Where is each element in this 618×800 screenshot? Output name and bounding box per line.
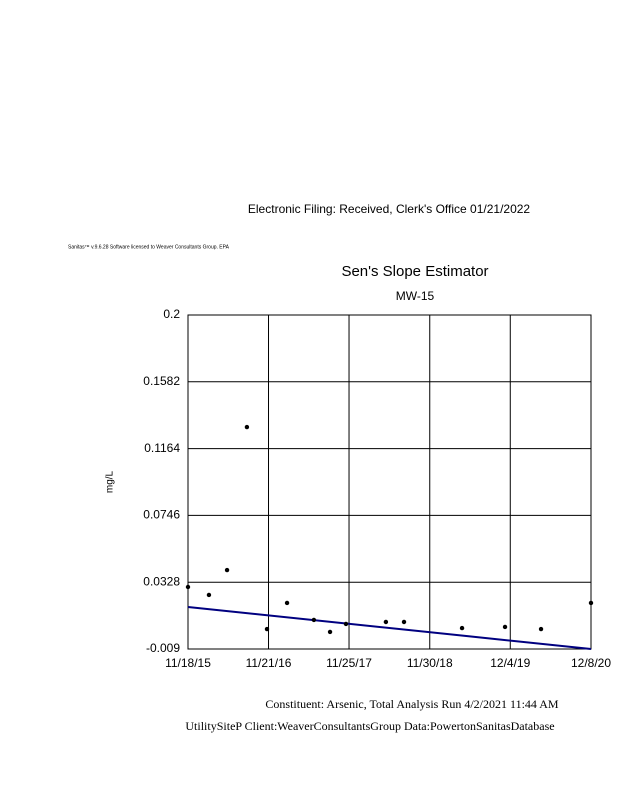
data-point <box>244 424 250 430</box>
data-point <box>588 600 594 606</box>
data-point <box>401 619 407 625</box>
y-tick-label: 0.2 <box>163 307 180 321</box>
x-tick-label: 11/18/15 <box>165 656 211 670</box>
chart-title: Sen's Slope Estimator <box>341 263 488 280</box>
data-point <box>264 626 270 632</box>
chart-subtitle: MW-15 <box>396 289 435 303</box>
y-tick-label: 0.1164 <box>144 441 180 455</box>
header: Electronic Filing: Received, Clerk's Off… <box>248 202 531 216</box>
footer-line: UtilitySiteP Client:WeaverConsultantsGro… <box>185 719 554 733</box>
data-point <box>459 625 465 631</box>
data-point <box>284 600 290 606</box>
data-point <box>185 584 191 590</box>
data-point <box>538 626 544 632</box>
data-point <box>502 624 508 630</box>
data-point <box>206 592 212 598</box>
x-tick-label: 12/4/19 <box>490 656 530 670</box>
x-tick-label: 11/21/16 <box>246 656 292 670</box>
y-tick-label: 0.0328 <box>143 574 180 588</box>
y-tick-label: -0.009 <box>146 641 180 655</box>
data-point <box>343 621 349 627</box>
x-tick-label: 12/8/20 <box>571 656 611 670</box>
license: Sanitas™ v.9.6.28 Software licensed to W… <box>68 244 230 250</box>
data-point <box>383 619 389 625</box>
y-tick-label: 0.1582 <box>143 374 180 388</box>
y-axis-label: mg/L <box>105 470 116 493</box>
footer-line: Constituent: Arsenic, Total Analysis Run… <box>265 697 558 711</box>
x-tick-label: 11/30/18 <box>407 656 453 670</box>
data-point <box>327 629 333 635</box>
x-tick-label: 11/25/17 <box>326 656 372 670</box>
y-tick-label: 0.0746 <box>143 508 180 522</box>
plot-frame <box>187 314 592 650</box>
data-point <box>311 617 317 623</box>
data-point <box>224 567 230 573</box>
trend-line <box>187 605 592 650</box>
